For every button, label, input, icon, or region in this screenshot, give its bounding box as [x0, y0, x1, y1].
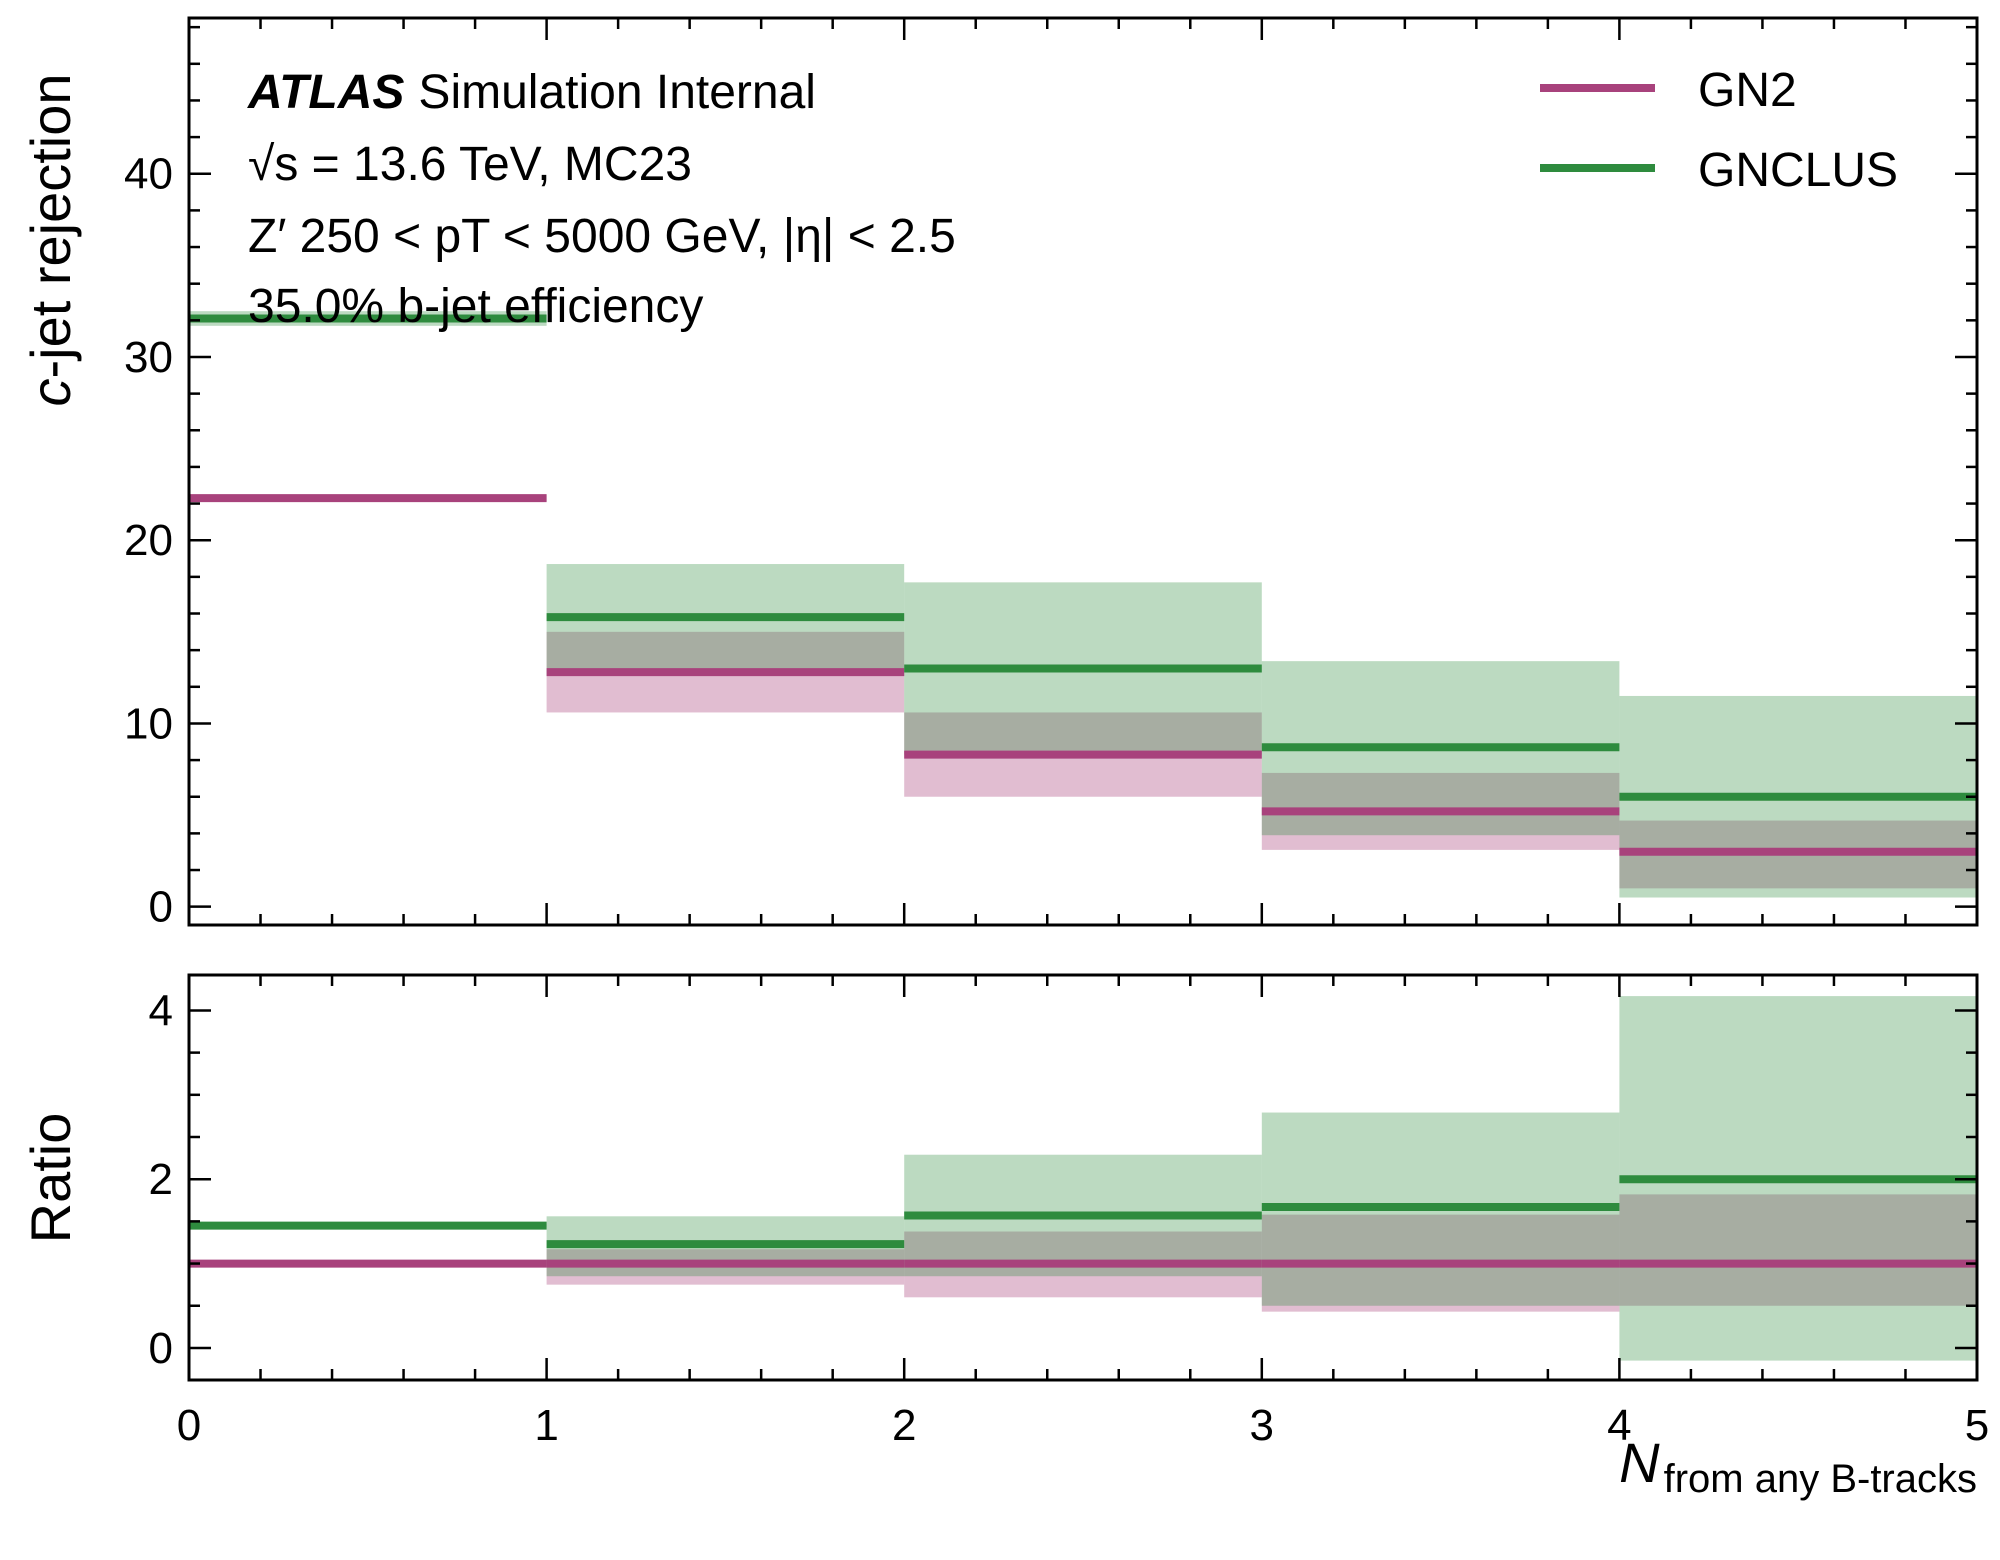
- x-tick-label: 3: [1250, 1401, 1274, 1450]
- bottom-y-tick-label: 0: [149, 1324, 173, 1373]
- ratio-y-axis-label: Ratio: [19, 1113, 82, 1244]
- x-tick-label: 5: [1965, 1401, 1989, 1450]
- top-y-tick-label: 0: [149, 883, 173, 932]
- efficiency-label: 35.0% b-jet efficiency: [248, 280, 703, 333]
- energy-label: √s = 13.6 TeV, MC23: [248, 138, 692, 191]
- x-tick-label: 2: [892, 1401, 916, 1450]
- top-y-axis-label: c-jet rejection: [19, 73, 82, 406]
- legend-label-gnclus: GNCLUS: [1698, 144, 1898, 197]
- top-y-tick-label: 30: [124, 333, 173, 382]
- selection-label: Z′ 250 < pT < 5000 GeV, |η| < 2.5: [248, 210, 956, 263]
- top-y-tick-label: 10: [124, 699, 173, 748]
- atlas-label: ATLAS Simulation Internal: [247, 66, 816, 119]
- x-tick-label: 1: [534, 1401, 558, 1450]
- top-error-bands: [189, 311, 1977, 897]
- top-y-tick-label: 20: [124, 516, 173, 565]
- x-tick-label: 0: [177, 1401, 201, 1450]
- top-y-tick-label: 40: [124, 150, 173, 199]
- bottom-y-tick-label: 2: [149, 1155, 173, 1204]
- bottom-y-tick-label: 4: [149, 986, 173, 1035]
- legend-label-gn2: GN2: [1698, 64, 1797, 117]
- legend: GN2 GNCLUS: [1540, 64, 1898, 197]
